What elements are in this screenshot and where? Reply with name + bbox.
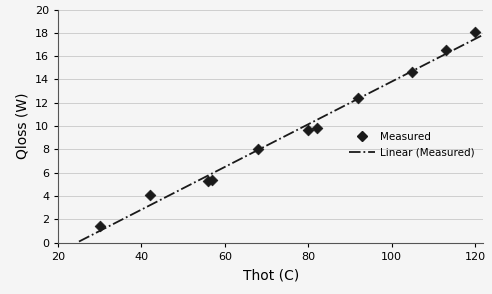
Point (204, 178, 212, 183)
Point (442, 48, 450, 53)
Point (254, 147, 262, 152)
Y-axis label: Qloss (W): Qloss (W) (15, 93, 30, 159)
Point (96, 224, 104, 229)
Point (354, 96, 362, 101)
Point (209, 177, 216, 182)
Point (471, 29, 479, 34)
Point (146, 193, 154, 197)
Point (312, 126, 320, 131)
Point (305, 127, 312, 132)
Legend: Measured, Linear (Measured): Measured, Linear (Measured) (346, 128, 478, 161)
Point (408, 70, 416, 75)
X-axis label: Thot (C): Thot (C) (243, 268, 299, 283)
